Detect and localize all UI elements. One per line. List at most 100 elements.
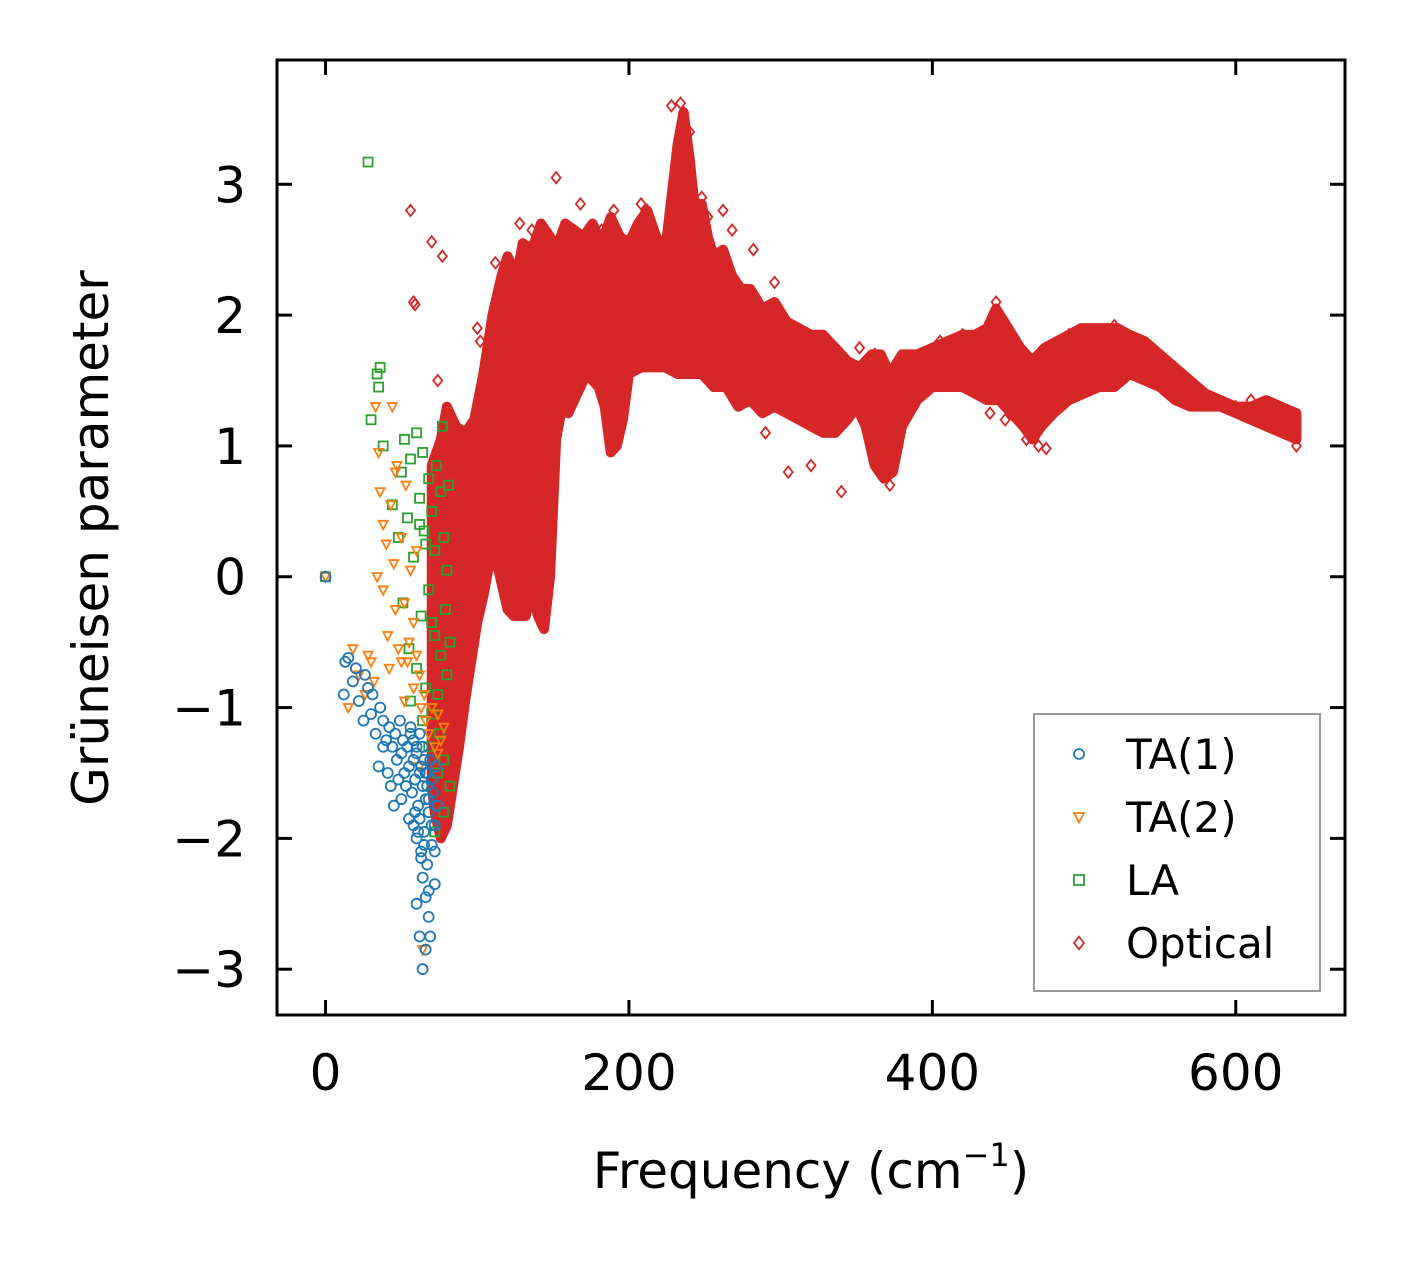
point-optical (674, 96, 687, 111)
point-ta-1 (422, 793, 435, 806)
point-ta-2 (407, 618, 420, 630)
point-optical (1290, 438, 1303, 453)
legend: TA(1) TA(2) LA Optical (1033, 713, 1321, 992)
point-ta-1 (386, 740, 399, 753)
point-ta-1 (422, 806, 435, 819)
point-la (423, 473, 435, 485)
point-la (417, 447, 429, 458)
point-ta-1 (353, 695, 365, 707)
point-ta-1 (387, 799, 400, 812)
point-la (420, 538, 432, 550)
point-la (429, 826, 441, 838)
point-la (441, 564, 453, 576)
point-ta-2 (398, 598, 411, 610)
point-ta-1 (389, 727, 402, 740)
point-ta-1 (415, 845, 428, 858)
point-ta-1 (430, 760, 443, 773)
point-optical (853, 340, 866, 355)
point-ta-2 (390, 461, 403, 473)
point-la (373, 381, 385, 393)
point-optical (884, 478, 896, 493)
point-la (408, 551, 419, 563)
point-optical (835, 484, 847, 499)
point-ta-1 (421, 858, 434, 871)
legend-marker-la (1073, 874, 1085, 886)
x-tick-label: 600 (1188, 1044, 1283, 1102)
point-la (441, 669, 453, 681)
point-optical (999, 412, 1011, 427)
point-optical (526, 223, 538, 238)
point-la (415, 610, 427, 622)
point-la (405, 453, 416, 465)
point-ta-1 (412, 825, 424, 838)
point-optical (404, 203, 417, 218)
point-optical (1169, 379, 1181, 395)
point-la (399, 433, 410, 445)
point-la (420, 682, 432, 694)
point-ta-2 (387, 559, 400, 571)
point-ta-2 (319, 572, 332, 584)
point-ta-2 (381, 631, 394, 643)
point-ta-2 (395, 657, 408, 669)
point-la (438, 532, 450, 543)
point-optical (990, 294, 1002, 310)
point-ta-1 (416, 740, 429, 753)
point-ta-1 (428, 878, 441, 891)
point-optical (1230, 399, 1242, 414)
point-ta-1 (409, 806, 421, 819)
point-la (435, 486, 447, 498)
point-ta-1 (422, 910, 435, 923)
point-ta-1 (365, 708, 377, 721)
point-ta-1 (392, 773, 405, 786)
point-la (444, 636, 456, 648)
point-optical (409, 297, 421, 312)
point-ta-1 (395, 793, 408, 806)
point-la (429, 545, 441, 556)
axis-ticks: 0 200 400 600 −3 −2 −1 0 1 2 3 (172, 60, 1345, 1102)
point-ta-1 (372, 760, 385, 773)
point-ta-1 (424, 930, 437, 943)
point-ta-2 (342, 703, 355, 715)
point-ta-1 (419, 943, 432, 956)
point-ta-2 (386, 402, 399, 414)
point-ta-2 (372, 447, 385, 460)
y-tick-label: 0 (214, 549, 246, 607)
x-tick-label: 400 (885, 1044, 980, 1102)
x-axis-title-main: Frequency (cm (593, 1142, 963, 1200)
point-ta-2 (413, 670, 426, 682)
point-ta-1 (359, 668, 371, 681)
y-tick-label: −3 (172, 941, 246, 999)
point-ta-2 (398, 696, 411, 708)
legend-label-ta-1: TA(1) (1125, 730, 1237, 779)
point-la (438, 806, 450, 818)
legend-marker-ta-1 (1073, 748, 1085, 760)
point-ta-2 (389, 604, 402, 617)
point-ta-1 (416, 871, 429, 884)
point-optical (914, 347, 926, 362)
y-tick-label: −1 (172, 680, 246, 738)
point-ta-2 (365, 657, 378, 669)
point-optical (595, 223, 608, 238)
point-la (444, 780, 456, 792)
point-ta-1 (416, 780, 429, 792)
point-optical (1020, 432, 1033, 447)
point-ta-1 (407, 734, 420, 747)
point-ta-1 (418, 825, 431, 838)
point-ta-1 (425, 819, 438, 832)
point-optical (793, 373, 805, 388)
point-optical (717, 203, 729, 218)
legend-marker-optical (1072, 935, 1086, 951)
data-marks (319, 96, 1303, 976)
point-ta-1 (366, 688, 379, 701)
point-optical (1032, 438, 1045, 453)
point-ta-1 (380, 734, 393, 747)
point-ta-2 (399, 480, 412, 493)
point-ta-2 (419, 716, 432, 728)
point-la (414, 492, 426, 504)
point-ta-1 (410, 897, 423, 910)
point-la (436, 420, 448, 432)
point-ta-2 (431, 709, 444, 721)
point-la (402, 512, 413, 524)
point-ta-2 (377, 585, 390, 597)
point-ta-2 (434, 735, 447, 748)
